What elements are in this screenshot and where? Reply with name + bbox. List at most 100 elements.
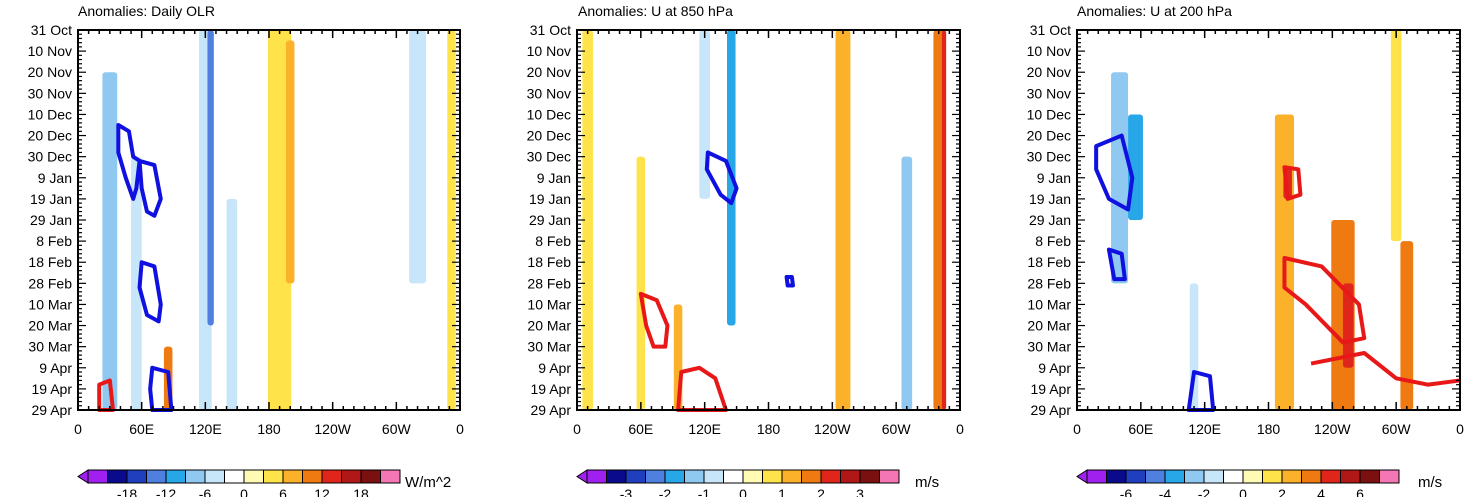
colorbar-label: 0 (1239, 486, 1247, 497)
y-tick-label: 10 Nov (527, 43, 571, 59)
y-tick-label: 29 Apr (1031, 402, 1072, 418)
y-tick-label: 19 Jan (30, 191, 72, 207)
colorbar: -18 -12 -6 0 6 12 18 (77, 469, 401, 497)
heatmap-field (1077, 30, 1460, 410)
x-tick-label: 0 (573, 421, 581, 437)
y-tick-label: 30 Mar (1027, 339, 1071, 355)
x-tick-label: 120E (189, 421, 222, 437)
x-tick-label: 0 (74, 421, 82, 437)
x-tick-label: 180 (757, 421, 781, 437)
red-contour-2 (638, 291, 670, 349)
colorbar-units: m/s (915, 474, 939, 491)
anomaly-band-9 (941, 30, 947, 410)
x-tick-label: 60E (129, 421, 154, 437)
colorbar-swatch (243, 469, 264, 484)
colorbar-swatch (204, 469, 225, 484)
anomaly-band-8 (1390, 30, 1402, 242)
x-tick-label: 0 (1073, 421, 1081, 437)
colorbar-swatch (1320, 469, 1341, 484)
y-tick-label: 9 Apr (538, 360, 571, 376)
colorbar-label: -12 (156, 486, 176, 497)
colorbar-swatch (107, 469, 128, 484)
colorbar-label: 0 (240, 486, 248, 497)
heatmap-field (577, 30, 960, 410)
colorbar-label: 12 (314, 486, 330, 497)
x-tick-label: 120E (1188, 421, 1221, 437)
y-tick-label: 8 Feb (36, 233, 72, 249)
colorbar-label: -2 (659, 486, 672, 497)
y-tick-label: 19 Apr (32, 381, 73, 397)
colorbar-swatch (1223, 469, 1244, 484)
colorbar-swatch (185, 469, 206, 484)
y-tick-label: 9 Apr (39, 360, 72, 376)
x-tick-label: 0 (456, 421, 464, 437)
colorbar-swatch (1340, 469, 1361, 484)
x-tick-label: 60E (628, 421, 653, 437)
y-tick-label: 29 Jan (1029, 212, 1071, 228)
colorbar-swatch (1125, 469, 1146, 484)
anomaly-band-7 (1400, 241, 1414, 410)
anomaly-band-8 (933, 30, 945, 410)
colorbar-end (576, 469, 588, 484)
red-contour-3 (1282, 165, 1303, 201)
colorbar-units: m/s (1418, 474, 1442, 491)
x-tick-label: 180 (1257, 421, 1281, 437)
anomaly-band-7 (901, 156, 913, 410)
y-tick-label: 10 Mar (1027, 296, 1071, 312)
colorbar-label: 6 (1356, 486, 1364, 497)
x-tick-label: 180 (257, 421, 281, 437)
y-tick-label: 31 Oct (530, 22, 571, 38)
panel-u850: Anomalies: U at 850 hPa 0 60E 120E 180 120W 6… (527, 3, 964, 497)
y-tick-label: 9 Jan (38, 170, 72, 186)
colorbar-swatch (664, 469, 685, 484)
y-tick-label: 10 Dec (527, 106, 571, 122)
colorbar-label: 2 (817, 486, 825, 497)
y-tick-label: 18 Feb (527, 254, 571, 270)
colorbar-swatch (1262, 469, 1283, 484)
colorbar-label: -4 (1159, 486, 1172, 497)
y-tick-label: 20 Dec (28, 128, 72, 144)
colorbar-swatch (684, 469, 705, 484)
colorbar-swatch (1106, 469, 1127, 484)
y-tick-label: 18 Feb (28, 254, 72, 270)
y-tick-label: 19 Apr (531, 381, 572, 397)
y-tick-label: 29 Jan (529, 212, 571, 228)
colorbar-swatch (703, 469, 724, 484)
x-tick-label: 120W (814, 421, 851, 437)
colorbar-label: -6 (199, 486, 212, 497)
colorbar-end (1076, 469, 1088, 484)
colorbar-swatch (1203, 469, 1224, 484)
colorbar-swatch (762, 469, 783, 484)
blue-contour-0 (116, 123, 142, 201)
panel-olr: Anomalies: Daily OLR 0 60E 120E 180 120W 60W 0… (28, 3, 464, 497)
colorbar-swatch (586, 469, 607, 484)
y-tick-label: 10 Dec (28, 106, 72, 122)
y-tick-label: 20 Dec (1027, 128, 1071, 144)
red-contour-5 (1310, 351, 1461, 387)
y-tick-label: 28 Feb (1027, 275, 1071, 291)
y-tick-label: 9 Apr (1038, 360, 1071, 376)
colorbar-swatch (1086, 469, 1107, 484)
y-tick-label: 19 Jan (1029, 191, 1071, 207)
colorbar-swatch (1145, 469, 1166, 484)
colorbar-swatch (879, 469, 900, 484)
colorbar-swatch (380, 469, 401, 484)
colorbar-label: -3 (620, 486, 633, 497)
anomaly-band-6 (267, 30, 292, 410)
anomaly-band-6 (1342, 283, 1354, 368)
anomaly-band-7 (285, 40, 295, 284)
colorbar-swatch (606, 469, 627, 484)
heatmap-field (78, 30, 460, 410)
y-tick-label: 31 Oct (1030, 22, 1071, 38)
colorbar-swatch (341, 469, 362, 484)
contour-lines (638, 150, 795, 412)
colorbar-swatch (1281, 469, 1302, 484)
colorbar-swatch (801, 469, 822, 484)
blue-contour-1 (1106, 247, 1127, 282)
anomaly-band-8 (335, 30, 351, 410)
panel-title: Anomalies: Daily OLR (78, 3, 215, 19)
colorbar-swatch (224, 469, 245, 484)
y-tick-label: 20 Mar (1027, 318, 1071, 334)
anomaly-band-0 (102, 72, 118, 410)
y-tick-label: 29 Apr (531, 402, 572, 418)
